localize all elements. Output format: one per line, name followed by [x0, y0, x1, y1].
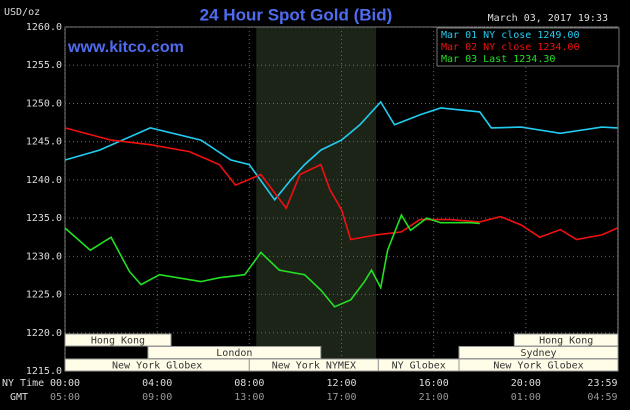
session-label: New York Globex [112, 361, 202, 372]
series-line [64, 127, 618, 241]
legend-entry: Mar 02 NY close 1234.00 [441, 42, 579, 53]
session-label: Hong Kong [539, 336, 593, 347]
row-label: NY Time [2, 378, 44, 389]
source: www.kitco.com [67, 39, 184, 56]
x-tick-label: 12:00 [326, 378, 356, 389]
x-tick-label: 04:00 [142, 378, 172, 389]
y-tick-label: 1235.0 [26, 213, 62, 224]
session-label: NY Globex [392, 361, 446, 372]
x-tick-label-gmt: 09:00 [142, 392, 172, 403]
x-tick-label-gmt: 13:00 [234, 392, 264, 403]
session-bar [64, 333, 172, 347]
y-tick-label: 1250.0 [26, 98, 62, 109]
y-tick-label: 1230.0 [26, 251, 62, 262]
x-tick-label: 16:00 [419, 378, 449, 389]
legend-entry: Mar 03 Last 1234.30 [441, 54, 555, 65]
session-label: New York NYMEX [272, 361, 356, 372]
legend-entry: Mar 01 NY close 1249.00 [441, 30, 579, 41]
session-label: New York Globex [493, 361, 583, 372]
row-label: GMT [10, 392, 28, 403]
x-tick-label-gmt: 05:00 [50, 392, 80, 403]
session-label: London [216, 348, 252, 359]
session-label: Hong Kong [91, 336, 145, 347]
series-line [64, 213, 480, 308]
x-tick-label: 20:00 [511, 378, 541, 389]
timestamp: March 03, 2017 19:33 [488, 13, 608, 24]
y-tick-label: 1245.0 [26, 137, 62, 148]
y-tick-label: 1260.0 [26, 22, 62, 33]
series-line [64, 100, 618, 202]
x-tick-label-gmt: 01:00 [511, 392, 541, 403]
y-tick-label: 1255.0 [26, 60, 62, 71]
y-tick-label: 1215.0 [26, 366, 62, 377]
chart-title: 24 Hour Spot Gold (Bid) [200, 5, 393, 24]
session-label: Sydney [520, 348, 556, 359]
x-tick-label: 23:59 [587, 378, 617, 389]
y-axis-unit: USD/oz [4, 7, 40, 18]
session-bar [458, 358, 619, 372]
x-tick-label-gmt: 04:59 [587, 392, 617, 403]
legend-box [436, 27, 620, 67]
y-tick-label: 1225.0 [26, 290, 62, 301]
x-tick-label-gmt: 21:00 [419, 392, 449, 403]
y-tick-label: 1220.0 [26, 328, 62, 339]
y-tick-label: 1240.0 [26, 175, 62, 186]
x-tick-label: 00:00 [50, 378, 80, 389]
x-tick-label: 08:00 [234, 378, 264, 389]
x-tick-label-gmt: 17:00 [326, 392, 356, 403]
